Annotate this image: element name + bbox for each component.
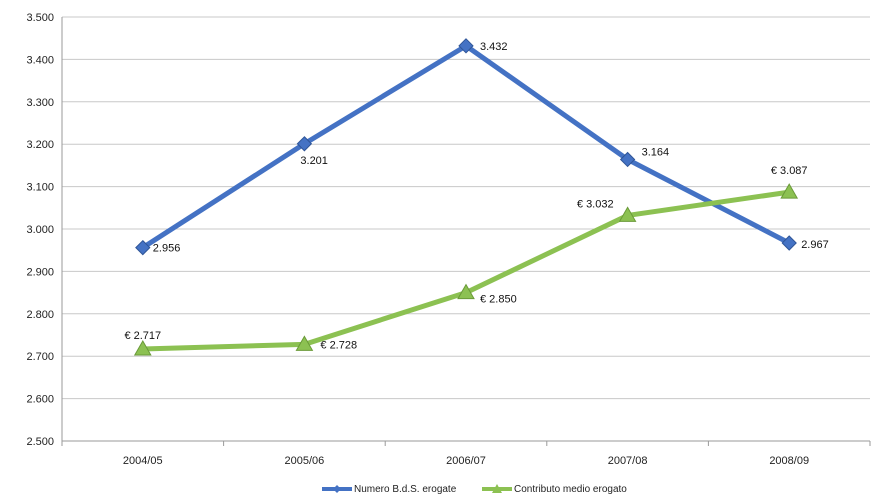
y-tick-label: 2.700 <box>26 351 54 363</box>
y-tick-label: 3.400 <box>26 54 54 66</box>
point-marker-triangle <box>780 183 799 199</box>
y-tick-label: 3.200 <box>26 139 54 151</box>
y-tick-label: 2.500 <box>26 436 54 448</box>
x-axis: 2004/05 2005/06 2006/07 2007/08 2008/09 <box>61 440 871 467</box>
series-1: 2.956 3.201 3.432 3.164 2.967 <box>135 38 829 256</box>
point-marker-diamond <box>135 239 151 256</box>
x-tick-label: 2005/06 <box>285 455 325 467</box>
grid-lines <box>62 16 870 442</box>
point-marker-diamond <box>619 151 636 168</box>
data-label: 2.967 <box>801 239 829 251</box>
data-label: 3.432 <box>480 41 508 53</box>
x-tick-label: 2008/09 <box>769 455 809 467</box>
data-label: 3.201 <box>300 155 328 167</box>
series-line <box>140 43 792 251</box>
x-tick-label: 2006/07 <box>446 455 486 467</box>
legend-label: Contributo medio erogato <box>514 484 627 495</box>
y-tick-label: 3.500 <box>26 12 54 24</box>
point-marker-diamond <box>458 38 474 54</box>
point-marker-triangle <box>457 283 475 300</box>
x-tick-label: 2007/08 <box>608 455 648 467</box>
x-tick-label: 2004/05 <box>123 455 163 467</box>
series-2: € 2.717 € 2.728 € 2.850 € 3.032 € 3.087 <box>124 165 808 356</box>
data-label: € 3.032 <box>577 198 614 210</box>
point-marker-diamond <box>781 235 797 251</box>
data-label: € 2.850 <box>480 294 517 306</box>
legend-item: Contributo medio erogato <box>482 484 627 495</box>
y-tick-label: 2.900 <box>26 266 54 278</box>
y-tick-label: 2.600 <box>26 394 54 406</box>
y-tick-label: 3.000 <box>26 224 54 236</box>
point-marker-diamond <box>296 136 313 152</box>
y-axis: 2.500 2.600 2.700 2.800 2.900 3.000 3.100 3.200… <box>26 12 63 448</box>
point-marker-triangle <box>133 339 152 356</box>
data-label: 3.164 <box>642 146 670 158</box>
data-label: € 3.087 <box>771 165 808 177</box>
point-marker-triangle <box>295 335 314 351</box>
data-label: 2.956 <box>153 243 181 255</box>
y-tick-label: 3.100 <box>26 182 54 194</box>
legend-marker-triangle <box>492 484 502 493</box>
legend-item: Numero B.d.S. erogate <box>322 484 457 495</box>
legend-label: Numero B.d.S. erogate <box>354 484 457 495</box>
y-tick-label: 2.800 <box>26 309 54 321</box>
point-marker-triangle <box>618 206 637 222</box>
legend-marker-diamond <box>333 485 341 493</box>
data-label: € 2.717 <box>124 330 161 342</box>
series-line <box>140 189 792 352</box>
legend: Numero B.d.S. erogate Contributo medio er… <box>322 484 627 495</box>
y-tick-label: 3.300 <box>26 97 54 109</box>
data-label: € 2.728 <box>320 339 357 351</box>
